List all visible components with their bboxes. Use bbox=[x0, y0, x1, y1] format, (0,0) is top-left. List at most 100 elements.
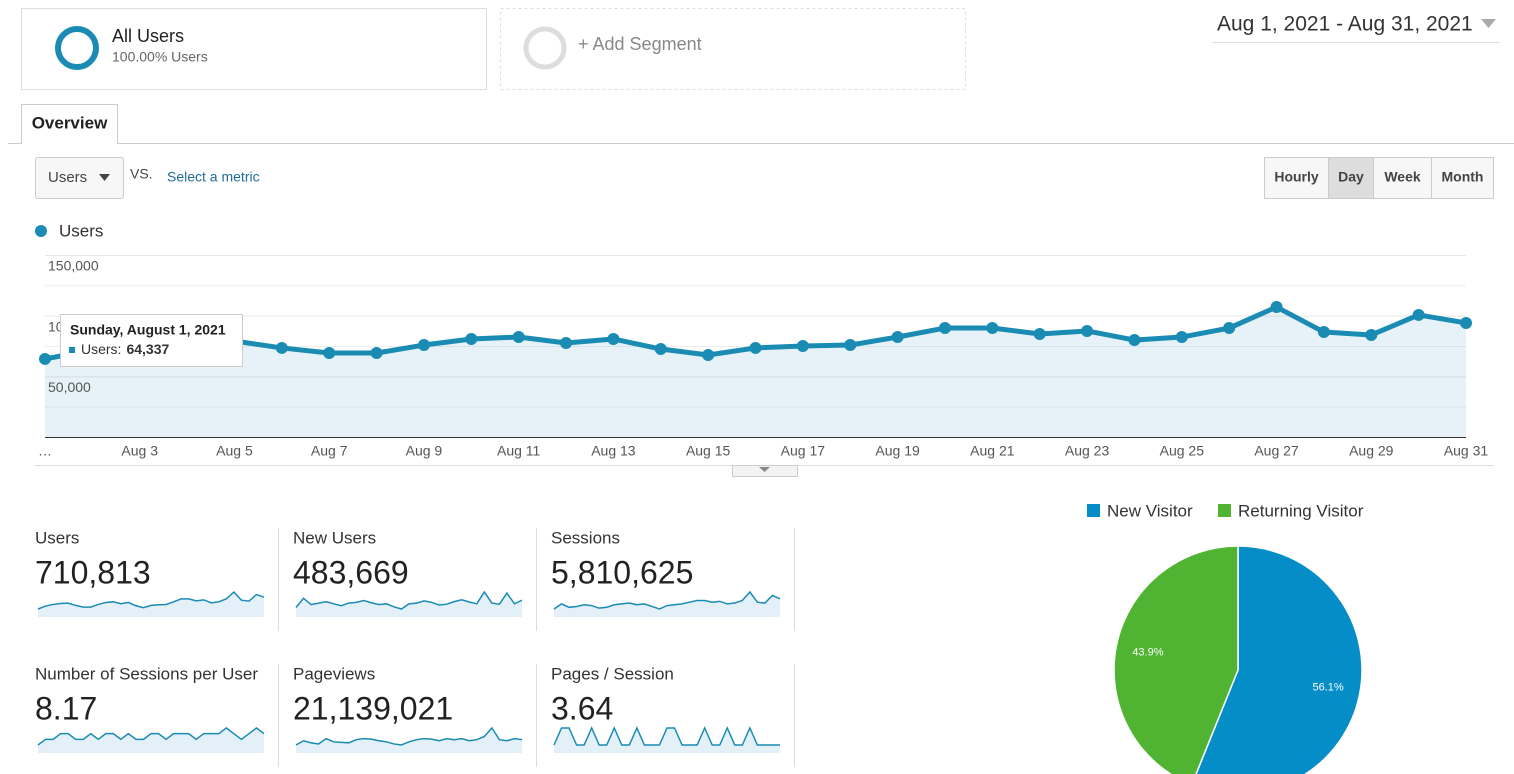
x-tick-label: Aug 15 bbox=[686, 443, 731, 459]
x-tick-label: Aug 7 bbox=[311, 443, 348, 459]
legend-label: Returning Visitor bbox=[1238, 501, 1364, 520]
x-tick-label: Aug 9 bbox=[406, 443, 443, 459]
x-tick-label: Aug 23 bbox=[1065, 443, 1110, 459]
tooltip-title: Sunday, August 1, 2021 bbox=[70, 322, 226, 338]
scorecards: Users 710,813 New Users 483,669 Sessions 5,81… bbox=[35, 528, 795, 767]
point[interactable] bbox=[39, 352, 51, 365]
segment-detail: 100.00% Users bbox=[112, 49, 208, 65]
tab-label[interactable]: Overview bbox=[32, 113, 108, 132]
segment-name: All Users bbox=[112, 26, 184, 46]
point[interactable] bbox=[654, 343, 667, 356]
point[interactable] bbox=[1128, 334, 1141, 347]
x-tick-label: Aug 19 bbox=[875, 443, 920, 459]
point[interactable] bbox=[465, 332, 478, 345]
card-label: Number of Sessions per User bbox=[35, 664, 258, 683]
tooltip-value: 64,337 bbox=[126, 341, 169, 357]
tooltip bbox=[60, 314, 243, 367]
pie-slice[interactable] bbox=[1192, 545, 1363, 774]
point[interactable] bbox=[275, 341, 288, 354]
granularity-button[interactable] bbox=[1431, 157, 1494, 199]
metric-name: Users bbox=[48, 169, 87, 186]
line-chart: Users … Aug 3 Aug 5 Aug 7 Aug 9 Aug 11 Aug 13 Au… bbox=[35, 221, 1489, 459]
point[interactable] bbox=[1223, 322, 1236, 335]
y-tick-label: 150,000 bbox=[48, 258, 99, 274]
tooltip-label: Users: bbox=[81, 341, 121, 357]
point[interactable] bbox=[1081, 324, 1094, 337]
granularity-label[interactable]: Hourly bbox=[1274, 169, 1319, 185]
point[interactable] bbox=[1175, 331, 1188, 344]
point[interactable] bbox=[844, 339, 857, 352]
legend-label: Users bbox=[59, 221, 103, 240]
x-tick-label: Aug 29 bbox=[1349, 443, 1394, 459]
line-area bbox=[45, 307, 1466, 437]
date-range[interactable]: Aug 1, 2021 - Aug 31, 2021 bbox=[1217, 13, 1473, 36]
point[interactable] bbox=[1412, 308, 1425, 321]
card-value: 5,810,625 bbox=[551, 554, 693, 590]
x-tick-label: Aug 25 bbox=[1160, 443, 1205, 459]
x-tick-label: Aug 11 bbox=[497, 443, 541, 459]
granularity-label[interactable]: Day bbox=[1338, 169, 1364, 185]
pie-label: 56.1% bbox=[1312, 681, 1343, 693]
point[interactable] bbox=[1365, 328, 1378, 341]
sparkline-area bbox=[296, 728, 522, 753]
y-tick-label: 50,000 bbox=[48, 379, 91, 395]
legend-swatch bbox=[1218, 504, 1231, 517]
add-segment-icon bbox=[523, 26, 567, 70]
granularity-button[interactable] bbox=[1373, 157, 1432, 199]
card-label: Pageviews bbox=[293, 664, 375, 683]
vs-label: VS. bbox=[130, 166, 153, 182]
tooltip-line: Users: 64,337 bbox=[81, 341, 169, 357]
point[interactable] bbox=[417, 339, 430, 352]
x-tick-label: Aug 21 bbox=[970, 443, 1015, 459]
point[interactable] bbox=[323, 347, 336, 360]
point[interactable] bbox=[938, 322, 951, 335]
point[interactable] bbox=[702, 348, 715, 361]
pie-chart: New Visitor Returning Visitor 56.1% 43.9% bbox=[1087, 501, 1364, 774]
sparkline bbox=[295, 726, 523, 746]
card-label: Users bbox=[35, 528, 79, 547]
select-metric-link[interactable]: Select a metric bbox=[167, 169, 260, 185]
card-label: Sessions bbox=[551, 528, 620, 547]
point[interactable] bbox=[891, 331, 904, 344]
x-tick-label: Aug 13 bbox=[591, 443, 636, 459]
sparkline bbox=[553, 590, 781, 610]
sparkline-area bbox=[554, 592, 780, 617]
collapse-arrow bbox=[759, 467, 770, 472]
add-segment[interactable]: + Add Segment bbox=[578, 34, 702, 54]
sparkline bbox=[37, 590, 265, 610]
point[interactable] bbox=[512, 331, 525, 344]
granularity-group: Hourly Day Week Month bbox=[1264, 157, 1494, 199]
metric-dropdown[interactable] bbox=[35, 157, 124, 199]
point[interactable] bbox=[1317, 326, 1330, 339]
card-value: 8.17 bbox=[35, 690, 97, 726]
point[interactable] bbox=[370, 347, 383, 360]
sparkline-area bbox=[38, 592, 264, 617]
card-label: New Users bbox=[293, 528, 376, 547]
pie-slice[interactable] bbox=[1113, 545, 1239, 774]
point[interactable] bbox=[796, 340, 809, 352]
x-tick-label: Aug 5 bbox=[216, 443, 253, 459]
date-dropdown-arrow[interactable] bbox=[1481, 19, 1496, 28]
granularity-label[interactable]: Month bbox=[1442, 169, 1484, 185]
card-value: 3.64 bbox=[551, 690, 613, 726]
pie-label: 43.9% bbox=[1132, 646, 1163, 658]
segment-icon bbox=[55, 26, 99, 70]
point[interactable] bbox=[986, 322, 999, 335]
granularity-label[interactable]: Week bbox=[1384, 169, 1421, 185]
card-label: Pages / Session bbox=[551, 664, 674, 683]
x-tick-label: Aug 17 bbox=[781, 443, 826, 459]
point[interactable] bbox=[1033, 327, 1046, 340]
point[interactable] bbox=[749, 341, 762, 354]
tab[interactable] bbox=[21, 104, 118, 144]
point[interactable] bbox=[1460, 316, 1472, 329]
segment-card[interactable] bbox=[21, 8, 487, 90]
point[interactable] bbox=[560, 336, 573, 349]
point[interactable] bbox=[607, 332, 620, 345]
x-tick-label: Aug 31 bbox=[1444, 443, 1489, 459]
add-segment-card[interactable] bbox=[500, 8, 966, 90]
point[interactable] bbox=[1270, 301, 1283, 314]
x-tick-label: Aug 27 bbox=[1254, 443, 1299, 459]
sparkline bbox=[295, 590, 523, 610]
